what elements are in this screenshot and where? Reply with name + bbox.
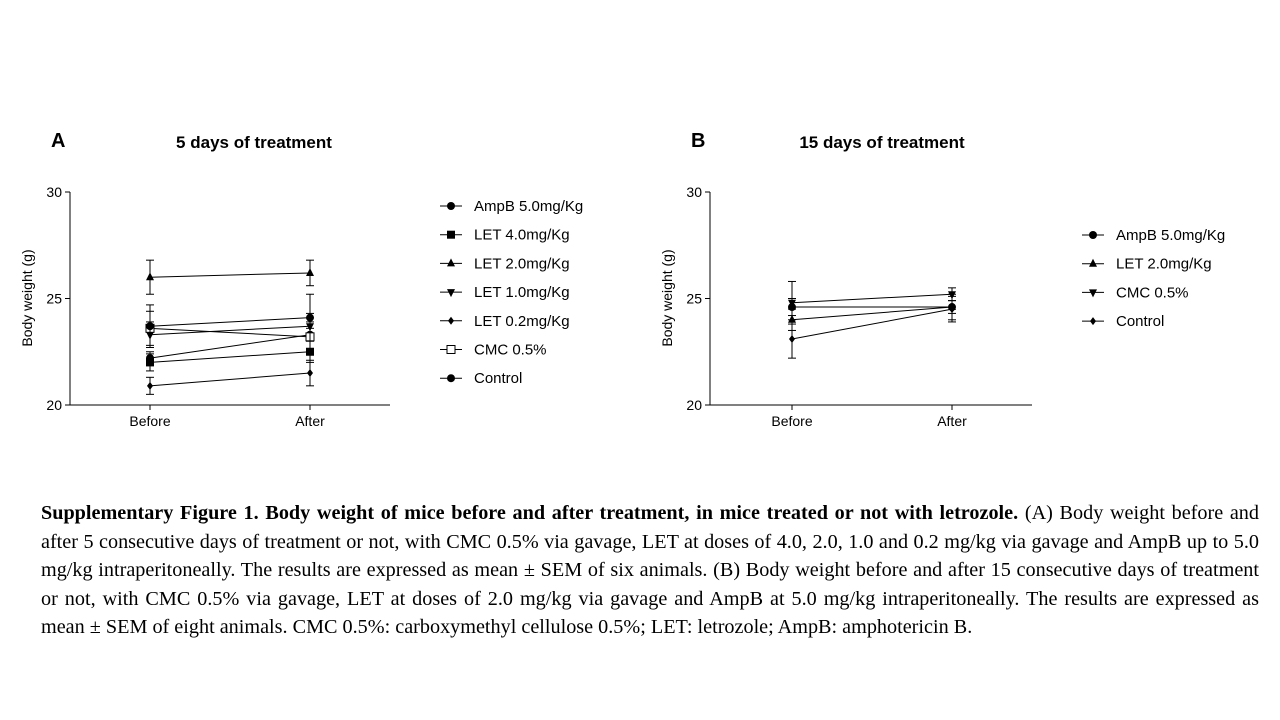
data-point [146, 322, 154, 331]
data-point [147, 381, 153, 390]
y-tick-label: 25 [46, 291, 62, 307]
caption-title: Supplementary Figure 1. Body weight of m… [41, 502, 1019, 524]
data-point [306, 313, 314, 322]
legend-item: LET 0.2mg/Kg [440, 313, 570, 330]
series-2 [788, 293, 956, 331]
legend-marker [447, 374, 455, 383]
panel-b: B 15 days of treatment Body weight (g) 2… [659, 130, 1225, 429]
data-point [949, 305, 955, 314]
panel-a: A 5 days of treatment Body weight (g) 20… [19, 130, 583, 429]
legend-item: CMC 0.5% [1082, 284, 1189, 301]
data-point [146, 272, 154, 281]
legend-item: Control [440, 370, 522, 387]
axes-a: 20 25 30 Before After [46, 184, 390, 429]
legend-marker [446, 345, 456, 354]
figure-canvas: A 5 days of treatment Body weight (g) 20… [19, 130, 1225, 429]
legend-marker [1089, 258, 1097, 267]
data-point [307, 369, 313, 378]
legend-marker [447, 289, 455, 298]
legend-label: LET 1.0mg/Kg [474, 284, 570, 301]
y-tick-label: 30 [686, 184, 702, 200]
legend-marker [447, 202, 455, 210]
panel-label-a: A [51, 130, 65, 152]
legend-label: LET 2.0mg/Kg [474, 255, 570, 272]
legend-item: AmpB 5.0mg/Kg [1082, 227, 1225, 244]
legend-marker [1089, 289, 1097, 298]
y-axis-title-a: Body weight (g) [19, 249, 35, 346]
series-line [149, 327, 311, 338]
series-layer-b [788, 280, 956, 359]
series-4 [788, 295, 956, 359]
legend-marker [447, 258, 455, 267]
legend-item: LET 2.0mg/Kg [440, 255, 570, 272]
series-5 [146, 359, 314, 395]
data-point [788, 299, 796, 308]
legend-label: LET 4.0mg/Kg [474, 227, 570, 244]
legend-marker [1089, 231, 1097, 239]
series-line [791, 293, 953, 304]
legend-marker [447, 230, 455, 239]
panel-label-b: B [691, 130, 705, 152]
series-2 [146, 340, 314, 372]
legend-label: Control [474, 370, 522, 387]
x-tick-label: Before [771, 413, 812, 429]
series-layer-a [145, 259, 315, 395]
legend-marker [1090, 317, 1096, 326]
data-point [146, 358, 154, 367]
series-line [149, 317, 311, 327]
chart-title-a: 5 days of treatment [176, 133, 332, 152]
legend-label: AmpB 5.0mg/Kg [1116, 227, 1225, 244]
y-tick-label: 25 [686, 291, 702, 307]
legend-item: LET 2.0mg/Kg [1082, 256, 1212, 273]
series-6 [145, 310, 315, 353]
legend-label: CMC 0.5% [474, 342, 547, 359]
legend-item: CMC 0.5% [440, 342, 547, 359]
series-line [791, 306, 953, 321]
legend-label: LET 0.2mg/Kg [474, 313, 570, 330]
axes-b: 20 25 30 Before After [686, 184, 1032, 429]
series-line [149, 334, 311, 359]
legend-a: AmpB 5.0mg/Kg LET 4.0mg/Kg LET 2.0mg/Kg LET… [440, 198, 583, 387]
legend-label: LET 2.0mg/Kg [1116, 256, 1212, 273]
legend-item: LET 1.0mg/Kg [440, 284, 570, 301]
series-line [149, 351, 311, 363]
data-point [948, 291, 956, 300]
y-tick-label: 20 [686, 397, 702, 413]
figure-caption: Supplementary Figure 1. Body weight of m… [41, 499, 1259, 642]
series-3 [146, 259, 314, 295]
y-axis-title-b: Body weight (g) [659, 249, 675, 346]
caption-body: (A) Body weight before and after 5 conse… [41, 502, 1259, 638]
data-point [306, 267, 314, 276]
series-7 [146, 293, 314, 348]
x-tick-label: Before [129, 413, 170, 429]
legend-marker [448, 316, 454, 325]
legend-label: CMC 0.5% [1116, 284, 1189, 301]
series-line [149, 372, 311, 387]
legend-label: Control [1116, 313, 1164, 330]
series-3 [788, 280, 956, 325]
series-line [149, 272, 311, 278]
legend-item: AmpB 5.0mg/Kg [440, 198, 583, 215]
legend-item: LET 4.0mg/Kg [440, 227, 570, 244]
x-tick-label: After [937, 413, 967, 429]
legend-label: AmpB 5.0mg/Kg [474, 198, 583, 215]
legend-item: Control [1082, 313, 1164, 330]
series-line [149, 325, 311, 336]
series-line [791, 308, 953, 340]
data-point [789, 334, 795, 343]
y-tick-label: 30 [46, 184, 62, 200]
x-tick-label: After [295, 413, 325, 429]
y-tick-label: 20 [46, 397, 62, 413]
chart-title-b: 15 days of treatment [799, 133, 965, 152]
legend-b: AmpB 5.0mg/Kg LET 2.0mg/Kg CMC 0.5% Contro… [1082, 227, 1225, 330]
